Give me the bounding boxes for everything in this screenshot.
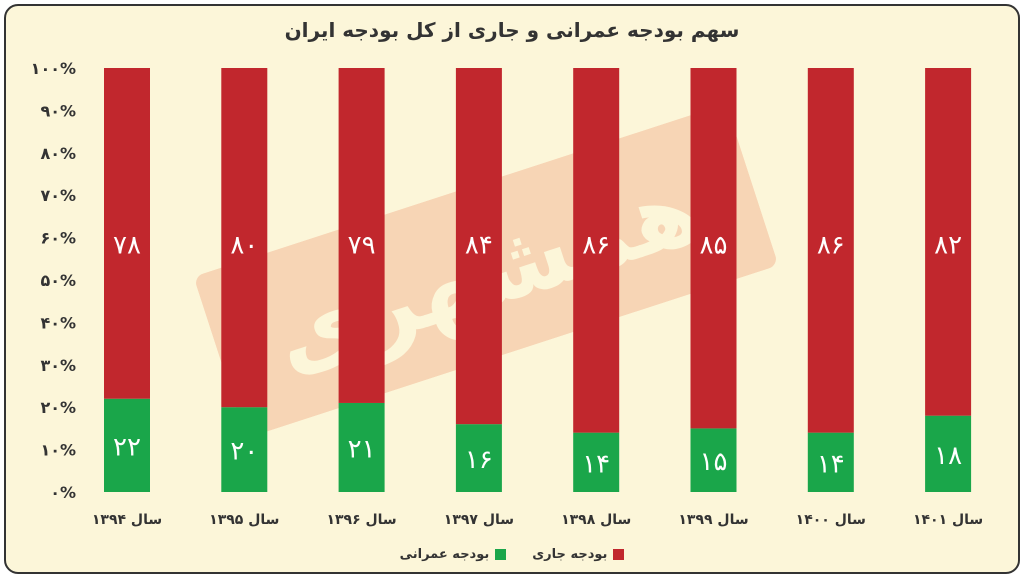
bar-segment-development bbox=[573, 432, 620, 492]
x-category-label: سال ۱۳۹۷ bbox=[444, 512, 514, 528]
legend-label-development: بودجه عمرانی bbox=[399, 547, 490, 562]
stacked-bar-chart: ۰% ۱۰% ۲۰% ۳۰% ۴۰% ۵۰% ۶۰% ۷۰% ۸۰% ۹۰% ۱۰۰% ۲۲ ۷۸ سال… bbox=[31, 59, 984, 528]
bar-segment-development bbox=[455, 424, 502, 492]
bar-segment-current bbox=[221, 68, 268, 408]
y-tick-label: ۲۰% bbox=[40, 398, 76, 417]
y-tick-label: ۴۰% bbox=[40, 313, 76, 332]
bar-segment-current bbox=[925, 68, 972, 416]
data-label-development: ۱۶ bbox=[465, 445, 493, 475]
x-category-label: سال ۱۳۹۶ bbox=[326, 512, 396, 528]
chart-frame: سهم بودجه عمرانی و جاری از کل بودجه ایرا… bbox=[4, 4, 1020, 574]
x-category-label: سال ۱۳۹۸ bbox=[561, 512, 631, 528]
legend: بودجه جاری بودجه عمرانی bbox=[6, 547, 1018, 562]
bar-segment-current bbox=[807, 68, 854, 433]
bar-segment-current bbox=[573, 68, 620, 433]
y-tick-label: ۱۰۰% bbox=[31, 59, 76, 78]
data-label-current: ۸۰ bbox=[230, 231, 258, 261]
bar-segment-current bbox=[455, 68, 502, 425]
data-label-development: ۱۴ bbox=[582, 449, 610, 479]
data-label-development: ۲۰ bbox=[230, 437, 258, 467]
data-label-development: ۱۸ bbox=[934, 441, 962, 471]
data-label-development: ۲۱ bbox=[348, 434, 376, 464]
bar-segment-development bbox=[690, 428, 737, 492]
data-label-current: ۸۴ bbox=[465, 231, 493, 261]
data-label-current: ۷۹ bbox=[348, 231, 376, 261]
y-tick-label: ۵۰% bbox=[40, 271, 76, 290]
y-tick-label: ۷۰% bbox=[40, 186, 76, 205]
bar-segment-current bbox=[104, 68, 150, 399]
bar-segment-development bbox=[807, 432, 854, 492]
legend-item-development: بودجه عمرانی bbox=[400, 547, 507, 562]
data-label-current: ۷۸ bbox=[113, 231, 141, 261]
data-label-development: ۱۵ bbox=[700, 447, 728, 477]
x-category-label: سال ۱۳۹۵ bbox=[209, 512, 279, 528]
data-label-development: ۱۴ bbox=[817, 449, 845, 479]
x-category-label: سال ۱۳۹۹ bbox=[678, 512, 748, 528]
x-category-label: سال ۱۳۹۴ bbox=[92, 512, 162, 528]
bar-segment-current bbox=[690, 68, 737, 429]
chart-title: سهم بودجه عمرانی و جاری از کل بودجه ایرا… bbox=[284, 18, 740, 42]
y-tick-label: ۹۰% bbox=[40, 101, 76, 120]
legend-swatch-development bbox=[495, 549, 507, 560]
y-tick-label: ۳۰% bbox=[40, 356, 76, 375]
y-tick-label: ۸۰% bbox=[40, 144, 76, 163]
bar-segment-development bbox=[925, 415, 972, 492]
y-tick-label: ۱۰% bbox=[40, 441, 76, 460]
data-label-current: ۸۶ bbox=[582, 231, 610, 261]
legend-swatch-current bbox=[613, 549, 625, 560]
bar-segment-development bbox=[338, 402, 385, 492]
y-tick-label: ۶۰% bbox=[40, 229, 76, 248]
data-label-current: ۸۵ bbox=[700, 231, 728, 261]
legend-label-current: بودجه جاری bbox=[532, 547, 608, 562]
bar-segment-development bbox=[221, 407, 268, 492]
x-category-label: سال ۱۴۰۰ bbox=[796, 512, 866, 528]
data-label-current: ۸۲ bbox=[934, 231, 962, 261]
y-tick-label: ۰% bbox=[50, 483, 76, 502]
bar-segment-current bbox=[338, 68, 385, 403]
data-label-development: ۲۲ bbox=[113, 432, 141, 462]
bar-segment-development bbox=[104, 398, 150, 492]
legend-item-current: بودجه جاری bbox=[532, 547, 625, 562]
data-label-current: ۸۶ bbox=[817, 231, 845, 261]
x-category-label: سال ۱۴۰۱ bbox=[913, 512, 983, 528]
